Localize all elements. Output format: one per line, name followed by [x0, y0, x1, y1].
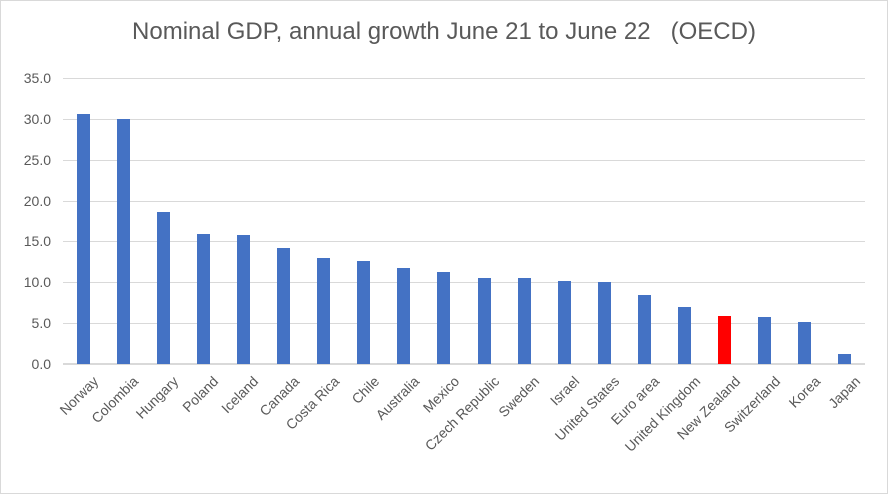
bar-iceland	[236, 234, 250, 364]
bar-australia	[397, 268, 411, 364]
y-axis-tick-label: 10.0	[23, 274, 51, 291]
bar-czech-republic	[477, 278, 491, 364]
bar-united-kingdom	[678, 306, 692, 364]
bar-euro-area	[637, 294, 651, 364]
bar-poland	[196, 234, 210, 364]
bar-korea	[798, 322, 812, 364]
bar-switzerland	[758, 316, 772, 364]
gridline	[63, 78, 865, 79]
bar-israel	[557, 281, 571, 364]
y-axis-tick-label: 0.0	[31, 356, 51, 372]
y-axis-tick-label: 25.0	[23, 151, 51, 168]
bar-united-states	[597, 282, 611, 364]
bar-japan	[838, 354, 852, 364]
bar-mexico	[437, 271, 451, 364]
gridline	[63, 118, 865, 120]
bar-costa-rica	[317, 257, 331, 364]
y-axis-tick-label: 5.0	[31, 315, 51, 332]
gridline	[63, 241, 865, 243]
bar-new-zealand	[718, 315, 732, 364]
y-axis-tick-label: 35.0	[23, 70, 51, 86]
bar-chile	[357, 261, 371, 364]
y-axis-tick-label: 30.0	[23, 110, 51, 127]
chart-title: Nominal GDP, annual growth June 21 to Ju…	[132, 18, 756, 45]
bar-norway	[76, 113, 90, 364]
x-axis-line	[63, 363, 865, 365]
bar-sweden	[517, 278, 531, 364]
bar-hungary	[156, 212, 170, 364]
y-axis-tick-label: 20.0	[23, 192, 51, 209]
gridline	[63, 159, 865, 161]
gridline	[63, 200, 865, 202]
bar-colombia	[116, 118, 130, 364]
gridline	[63, 323, 865, 325]
y-axis-tick-label: 15.0	[23, 233, 51, 250]
gridline	[63, 282, 865, 284]
bar-canada	[277, 247, 291, 364]
